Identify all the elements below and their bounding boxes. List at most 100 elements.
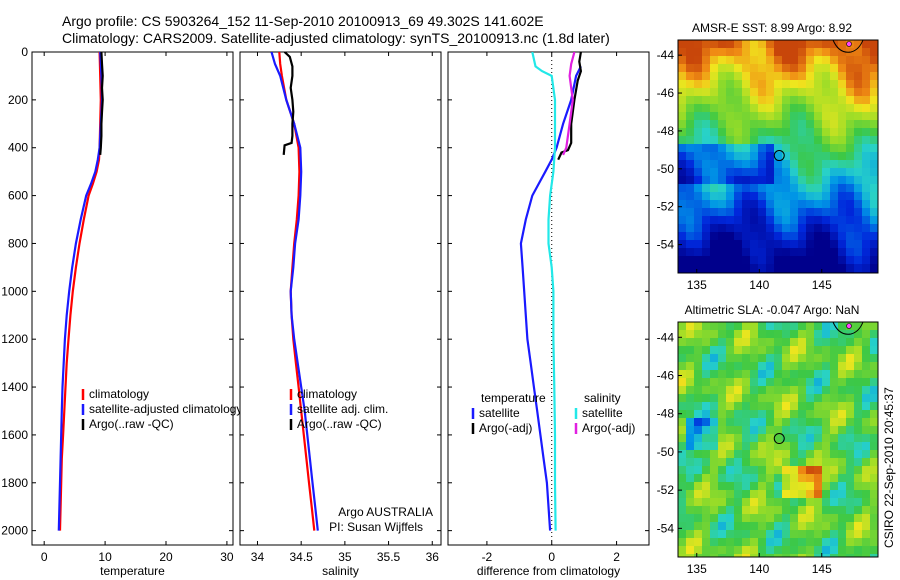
map-cell (678, 152, 687, 161)
map-cell (830, 338, 839, 347)
map-cell (678, 482, 687, 491)
map-cell (694, 330, 703, 339)
map-cell (846, 450, 855, 459)
map-cell (854, 546, 863, 555)
map-cell (678, 346, 687, 355)
map-cell (790, 338, 799, 347)
map-cell (734, 136, 743, 145)
map-cell (830, 346, 839, 355)
map-cell (774, 256, 783, 265)
map-cell (814, 128, 823, 137)
map-cell (702, 402, 711, 411)
map-cell (846, 402, 855, 411)
map-cell (862, 264, 871, 273)
map-cell (830, 176, 839, 185)
map-cell (726, 184, 735, 193)
map-cell (710, 498, 719, 507)
map-cell (806, 160, 815, 169)
map-cell (758, 434, 767, 443)
map-cell (790, 474, 799, 483)
map-cell (686, 160, 695, 169)
map-cell (870, 184, 879, 193)
map-cell (806, 48, 815, 57)
map-cell (718, 426, 727, 435)
map-cell (870, 378, 879, 387)
map-cell (798, 104, 807, 113)
map-cell (742, 104, 751, 113)
map-cell (710, 482, 719, 491)
map-cell (702, 168, 711, 177)
map-cell (814, 418, 823, 427)
map-y-tick-label: -46 (657, 86, 675, 100)
map-cell (758, 418, 767, 427)
map-cell (734, 322, 743, 331)
map-cell (718, 168, 727, 177)
map-cell (734, 442, 743, 451)
map-cell (758, 530, 767, 539)
map-cell (774, 184, 783, 193)
y-tick-label: 0 (21, 45, 28, 59)
map-cell (750, 506, 759, 515)
map-cell (782, 72, 791, 81)
map-cell (806, 232, 815, 241)
map-cell (702, 458, 711, 467)
map-cell (734, 410, 743, 419)
map-cell (718, 362, 727, 371)
map-cell (838, 530, 847, 539)
map-cell (766, 362, 775, 371)
map-cell (766, 160, 775, 169)
map-cell (782, 136, 791, 145)
map-cell (678, 176, 687, 185)
map-cell (846, 426, 855, 435)
map-cell (806, 514, 815, 523)
map-cell (742, 264, 751, 273)
coast-marker (846, 323, 852, 329)
map-cell (758, 64, 767, 73)
map-cell (734, 88, 743, 97)
map-cell (758, 256, 767, 265)
map-cell (758, 144, 767, 153)
map-cell (750, 184, 759, 193)
map-cell (766, 56, 775, 65)
map-cell (862, 176, 871, 185)
map-cell (870, 56, 879, 65)
map-cell (718, 370, 727, 379)
map-cell (750, 394, 759, 403)
legend-group-title: temperature (481, 391, 546, 405)
map-cell (774, 96, 783, 105)
legend-entry: Argo(-adj) (479, 421, 532, 435)
map-cell (710, 450, 719, 459)
map-cell (742, 144, 751, 153)
map-cell (694, 184, 703, 193)
map-cell (726, 474, 735, 483)
map-cell (694, 346, 703, 355)
map-cell (838, 410, 847, 419)
map-cell (814, 96, 823, 105)
map-cell (782, 442, 791, 451)
map-cell (830, 200, 839, 209)
map-cell (806, 56, 815, 65)
map-cell (678, 418, 687, 427)
map-cell (790, 346, 799, 355)
map-cell (846, 88, 855, 97)
map-cell (870, 426, 879, 435)
map-cell (862, 354, 871, 363)
map-cell (806, 362, 815, 371)
map-cell (822, 160, 831, 169)
map-cell (830, 120, 839, 129)
map-cell (782, 490, 791, 499)
map-cell (710, 64, 719, 73)
map-cell (686, 394, 695, 403)
map-cell (718, 402, 727, 411)
map-cell (806, 112, 815, 121)
map-cell (694, 466, 703, 475)
map-cell (798, 80, 807, 89)
map-cell (774, 232, 783, 241)
map-cell (806, 546, 815, 555)
map-cell (726, 458, 735, 467)
map-cell (750, 80, 759, 89)
map-cell (846, 498, 855, 507)
map-cell (718, 256, 727, 265)
map-cell (870, 104, 879, 113)
map-cell (790, 482, 799, 491)
